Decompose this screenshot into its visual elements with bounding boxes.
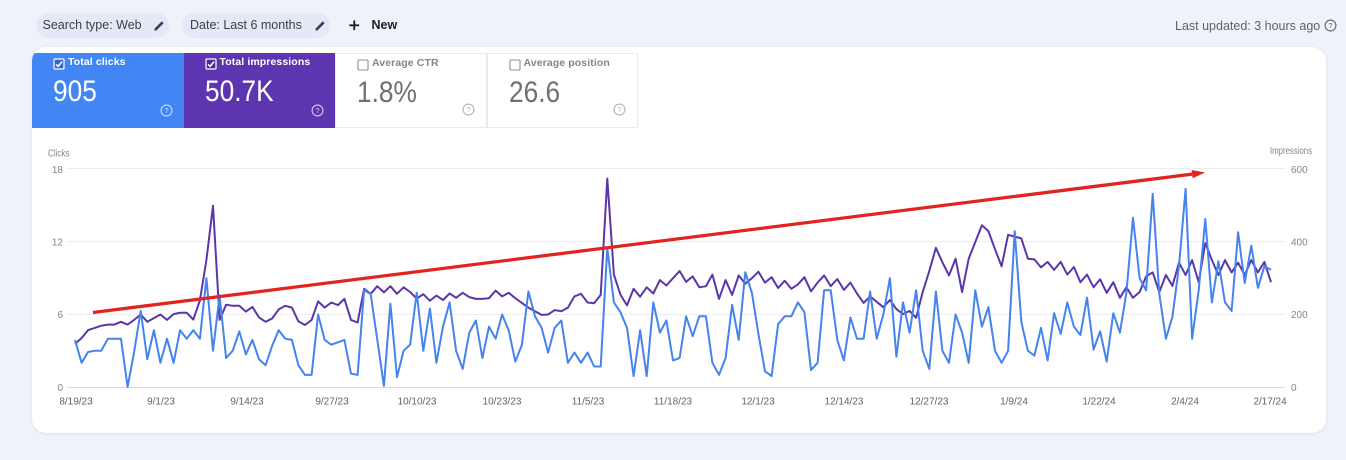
svg-text:0: 0 (57, 383, 63, 394)
svg-text:600: 600 (1291, 165, 1308, 176)
svg-text:6: 6 (57, 310, 63, 321)
svg-text:12/1/23: 12/1/23 (741, 397, 775, 408)
svg-text:10/10/23: 10/10/23 (398, 397, 437, 408)
svg-text:?: ? (164, 106, 168, 115)
svg-text:8/19/23: 8/19/23 (59, 397, 93, 408)
svg-text:11/5/23: 11/5/23 (572, 397, 605, 408)
svg-text:0: 0 (1291, 383, 1297, 394)
svg-text:9/14/23: 9/14/23 (230, 397, 264, 408)
svg-text:400: 400 (1291, 238, 1308, 249)
svg-text:18: 18 (52, 165, 64, 176)
svg-text:Impressions: Impressions (1270, 146, 1312, 157)
svg-text:1/9/24: 1/9/24 (1000, 397, 1028, 408)
svg-text:12/27/23: 12/27/23 (910, 397, 949, 408)
svg-text:200: 200 (1291, 310, 1308, 321)
svg-text:?: ? (315, 106, 319, 115)
svg-text:2/4/24: 2/4/24 (1171, 397, 1199, 408)
svg-text:12/14/23: 12/14/23 (825, 397, 864, 408)
svg-text:11/18/23: 11/18/23 (654, 397, 693, 408)
svg-text:?: ? (466, 105, 470, 114)
svg-text:10/23/23: 10/23/23 (483, 397, 522, 408)
svg-text:?: ? (1328, 21, 1332, 30)
svg-text:2/17/24: 2/17/24 (1253, 397, 1287, 408)
svg-text:12: 12 (52, 238, 64, 249)
svg-text:1/22/24: 1/22/24 (1082, 397, 1116, 408)
svg-text:?: ? (617, 105, 621, 114)
svg-text:9/27/23: 9/27/23 (315, 397, 349, 408)
svg-text:Clicks: Clicks (48, 149, 70, 160)
svg-text:9/1/23: 9/1/23 (147, 397, 175, 408)
